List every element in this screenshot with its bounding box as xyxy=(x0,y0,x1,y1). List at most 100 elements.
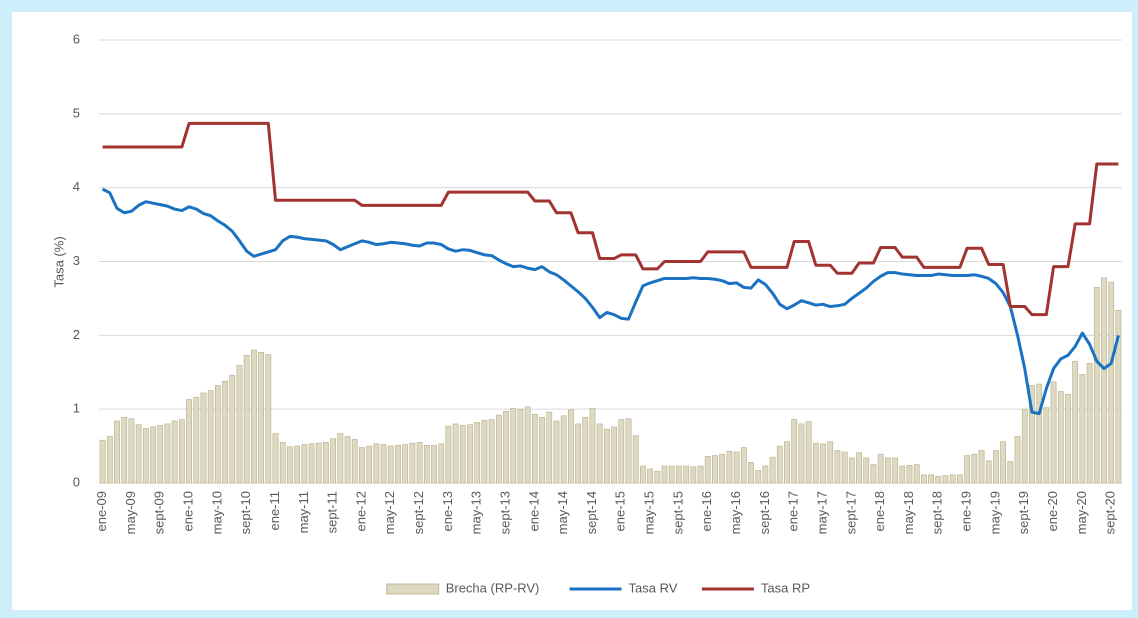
bar xyxy=(1057,391,1064,484)
bar xyxy=(848,457,855,484)
bar xyxy=(640,465,646,484)
bar xyxy=(769,456,776,484)
bar xyxy=(1036,383,1043,484)
bar xyxy=(373,443,380,484)
x-tick-label: ene-17 xyxy=(786,491,801,531)
y-tick-label: 4 xyxy=(73,179,80,194)
bar xyxy=(546,411,553,484)
bar xyxy=(193,397,200,484)
bar xyxy=(920,474,927,484)
x-tick-label: may-19 xyxy=(987,491,1002,534)
bar xyxy=(445,425,452,484)
x-tick-label: sept-18 xyxy=(930,491,945,534)
bar xyxy=(604,428,610,484)
bar xyxy=(899,465,906,484)
bar xyxy=(121,416,128,484)
bar xyxy=(272,433,279,484)
bar xyxy=(279,442,286,484)
bar xyxy=(488,419,495,484)
chart-area xyxy=(12,12,1132,610)
bar xyxy=(481,419,488,484)
bar xyxy=(812,442,819,484)
x-tick-label: may-13 xyxy=(469,491,484,534)
bar xyxy=(567,409,574,484)
bar xyxy=(402,444,409,484)
y-tick-label: 5 xyxy=(73,105,80,120)
x-tick-label: may-09 xyxy=(123,491,138,534)
x-tick-label: sept-14 xyxy=(584,491,599,534)
x-tick-label: may-10 xyxy=(209,491,224,534)
legend-label: Brecha (RP-RV) xyxy=(446,580,540,595)
x-tick-label: sept-17 xyxy=(843,491,858,534)
bar xyxy=(467,424,473,484)
bar xyxy=(459,425,466,484)
bar xyxy=(409,442,416,484)
y-tick-label: 2 xyxy=(73,327,80,342)
bar xyxy=(142,428,149,484)
bar xyxy=(315,442,322,484)
bar xyxy=(704,456,711,484)
bar xyxy=(294,445,301,484)
x-tick-label: sept-10 xyxy=(238,491,253,534)
bar xyxy=(632,435,639,484)
bar xyxy=(200,392,207,484)
bar xyxy=(596,423,603,484)
x-tick-label: sept-13 xyxy=(497,491,512,534)
bar xyxy=(805,421,812,484)
bar xyxy=(733,451,740,484)
bar xyxy=(942,475,949,484)
bar xyxy=(178,419,185,484)
bar xyxy=(150,426,156,484)
bar xyxy=(308,443,315,484)
line xyxy=(101,187,1120,416)
bar xyxy=(863,457,870,484)
x-tick-label: ene-14 xyxy=(526,491,541,531)
bar xyxy=(1043,407,1050,484)
y-tick-label: 1 xyxy=(73,401,80,416)
bar xyxy=(258,352,264,484)
bar xyxy=(553,420,560,484)
bar xyxy=(906,464,913,484)
bar xyxy=(1108,281,1115,484)
x-tick-label: ene-20 xyxy=(1045,491,1060,531)
bar xyxy=(539,416,545,484)
bar xyxy=(337,433,344,484)
x-tick-label: ene-13 xyxy=(440,491,455,531)
bar xyxy=(719,453,726,484)
bar xyxy=(726,450,733,484)
bar xyxy=(841,451,848,484)
bar xyxy=(438,443,445,484)
bar xyxy=(856,452,862,484)
bar xyxy=(171,420,178,484)
x-tick-label: may-18 xyxy=(901,491,916,534)
y-tick-label: 6 xyxy=(73,31,80,46)
bar xyxy=(712,455,718,484)
x-tick-label: ene-16 xyxy=(699,491,714,531)
bar xyxy=(1007,461,1014,484)
bar xyxy=(971,453,978,484)
bar xyxy=(740,447,747,484)
bar xyxy=(222,380,228,484)
x-tick-label: sept-19 xyxy=(1016,491,1031,534)
bar xyxy=(957,474,963,484)
x-tick-label: ene-09 xyxy=(94,491,109,531)
bar xyxy=(1079,374,1086,484)
y-tick-label: 0 xyxy=(73,474,80,489)
bar xyxy=(287,446,293,484)
y-axis-label: Tasa (%) xyxy=(51,236,66,287)
bar xyxy=(1050,381,1057,484)
bar xyxy=(164,423,171,484)
bar xyxy=(820,443,826,484)
bar xyxy=(978,450,985,484)
x-tick-label: sept-09 xyxy=(152,491,167,534)
x-tick-label: ene-10 xyxy=(180,491,195,531)
bar xyxy=(776,445,783,484)
bar xyxy=(834,450,841,484)
bar xyxy=(647,468,654,484)
x-tick-label: ene-18 xyxy=(872,491,887,531)
bar xyxy=(892,457,898,484)
legend-label: Tasa RP xyxy=(761,580,810,595)
bar xyxy=(1086,363,1093,484)
bar xyxy=(748,462,754,484)
